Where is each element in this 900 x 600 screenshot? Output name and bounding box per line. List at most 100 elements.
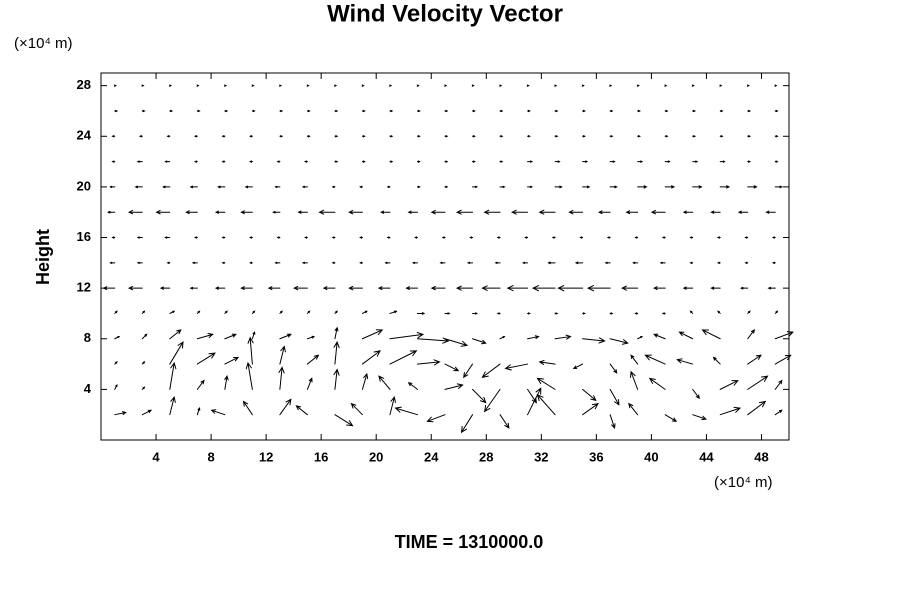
wind-vector [210, 409, 226, 416]
wind-vector [361, 350, 381, 365]
wind-vector [747, 160, 752, 163]
wind-vector [141, 333, 148, 340]
wind-vector [653, 333, 666, 340]
wind-vector [359, 185, 363, 189]
wind-vector [279, 84, 283, 87]
wind-vector [279, 135, 284, 138]
wind-vector [169, 329, 182, 340]
wind-vector [138, 135, 143, 138]
wind-vector [774, 310, 779, 314]
wind-vector [169, 361, 177, 390]
wind-vector [472, 338, 487, 345]
wind-vector [531, 285, 556, 292]
wind-vector [405, 286, 418, 291]
wind-vector [609, 312, 614, 315]
wind-vector [774, 160, 779, 163]
wind-vector [719, 109, 724, 113]
wind-vector [586, 285, 611, 292]
wind-vector [221, 135, 226, 138]
y-tick-label: 4 [84, 381, 92, 396]
wind-vector [279, 310, 283, 314]
wind-vector [644, 354, 666, 365]
wind-vector [196, 109, 201, 113]
wind-vector [407, 210, 418, 214]
wind-vector [774, 354, 792, 365]
wind-vector [527, 335, 540, 340]
wind-vector [322, 286, 336, 291]
wind-vector [692, 160, 699, 163]
wind-vector [527, 388, 537, 404]
wind-vector [444, 135, 449, 138]
wind-vector [274, 185, 281, 189]
wind-vector [632, 261, 639, 264]
wind-vector [747, 354, 762, 365]
wind-vector [251, 84, 255, 87]
wind-vector [193, 135, 198, 138]
wind-vector [536, 394, 556, 416]
wind-vector [377, 286, 391, 291]
wind-vector [334, 84, 338, 87]
wind-vector [765, 210, 776, 214]
wind-vector [771, 236, 776, 239]
wind-vector [276, 160, 281, 163]
wind-vector [771, 261, 776, 264]
wind-vector [224, 375, 229, 390]
wind-vector [606, 236, 611, 239]
wind-vector [774, 109, 779, 113]
wind-vector [747, 329, 756, 340]
wind-vector [701, 329, 721, 340]
wind-vector [164, 236, 171, 239]
wind-vector [444, 383, 464, 390]
wind-vector [710, 210, 721, 214]
wind-vector [637, 185, 648, 189]
wind-vector [297, 210, 308, 214]
x-tick-label: 20 [369, 449, 383, 464]
wind-vector [196, 333, 214, 340]
wind-vector [744, 261, 749, 264]
wind-vector [224, 109, 229, 113]
wind-vector [141, 84, 145, 87]
wind-vector [582, 312, 586, 315]
wind-vector [653, 286, 666, 291]
wind-vector [430, 209, 446, 215]
wind-vector [214, 286, 226, 290]
wind-vector [637, 109, 641, 113]
wind-vector [609, 363, 618, 374]
wind-vector [411, 261, 418, 264]
wind-vector [650, 209, 666, 215]
wind-vector [240, 286, 253, 291]
wind-vector [747, 400, 767, 416]
wind-vector [582, 337, 606, 344]
wind-vector [141, 409, 153, 416]
wind-vector [630, 354, 639, 365]
wind-vector [444, 109, 449, 113]
wind-vector [196, 352, 216, 365]
wind-vector [511, 209, 529, 215]
wind-vector [716, 261, 721, 264]
wind-vector [609, 109, 614, 113]
wind-vector [416, 84, 420, 87]
wind-vector [169, 310, 176, 314]
wind-vector [333, 368, 340, 390]
wind-vector [439, 261, 446, 264]
wind-vector [306, 377, 313, 390]
wind-vector [114, 411, 127, 416]
wind-vector [444, 312, 451, 315]
wind-vector [141, 361, 146, 365]
x-tick-label: 36 [589, 449, 603, 464]
wind-vector [249, 261, 253, 264]
wind-vector [416, 312, 426, 315]
wind-vector [557, 285, 584, 292]
wind-vector [455, 285, 474, 291]
wind-vector [472, 160, 476, 163]
wind-vector [747, 375, 769, 390]
wind-vector [676, 358, 694, 365]
wind-vector [678, 331, 694, 340]
wind-vector [444, 185, 449, 189]
wind-vector [169, 341, 184, 365]
wind-vector [394, 406, 418, 416]
wind-vector [659, 261, 666, 264]
wind-vector [348, 285, 363, 291]
wind-vector [416, 359, 441, 366]
